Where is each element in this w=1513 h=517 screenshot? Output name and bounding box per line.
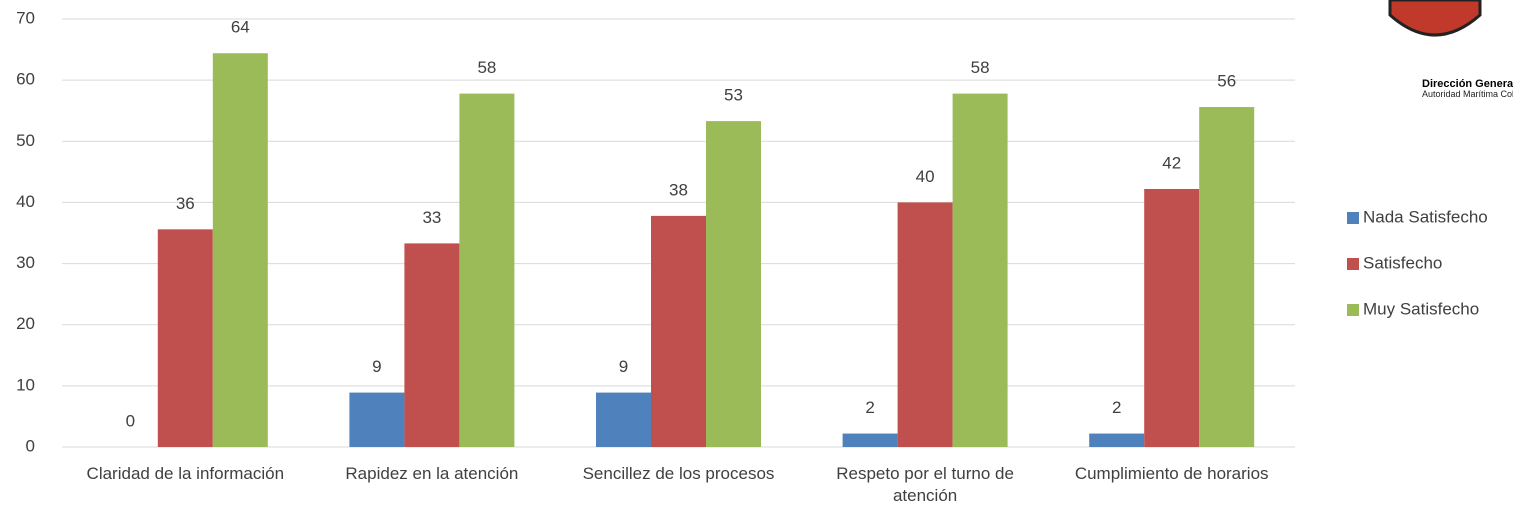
y-tick-label: 50 (16, 131, 35, 150)
x-tick-label: Respeto por el turno de atención (836, 464, 1014, 505)
bar (897, 202, 953, 447)
y-tick-label: 40 (16, 192, 35, 211)
bar (596, 392, 651, 447)
bar (1199, 107, 1255, 447)
data-label: 56 (1217, 72, 1236, 91)
x-tick-label: Sencillez de los procesos (582, 464, 775, 483)
bar (1144, 188, 1200, 447)
data-label: 38 (669, 180, 688, 199)
data-label: 33 (422, 208, 441, 227)
data-label: 58 (971, 58, 990, 77)
data-label: 42 (1162, 153, 1181, 172)
logo-text: Dirección General Mar (1422, 78, 1513, 90)
data-label: 40 (916, 167, 935, 186)
bar (651, 215, 706, 447)
data-label: 2 (1112, 398, 1121, 417)
data-label: 64 (231, 18, 250, 37)
bar (952, 93, 1008, 447)
bar (157, 229, 213, 447)
y-tick-label: 60 (16, 70, 35, 89)
data-label: 0 (126, 411, 135, 430)
bar (349, 392, 405, 447)
data-label: 58 (477, 58, 496, 77)
x-tick-label: Rapidez en la atención (345, 464, 519, 483)
legend-swatch (1347, 212, 1359, 224)
x-tick-label: Cumplimiento de horarios (1074, 464, 1269, 483)
y-tick-label: 0 (26, 436, 35, 455)
x-tick-label: Claridad de la información (86, 464, 285, 483)
legend-swatch (1347, 304, 1359, 316)
bar (1089, 433, 1145, 447)
bar (404, 243, 460, 447)
bar (706, 121, 761, 447)
logo-emblem (1388, 0, 1482, 37)
legend-label: Muy Satisfecho (1363, 299, 1479, 318)
bar (212, 53, 268, 448)
y-tick-label: 30 (16, 253, 35, 272)
data-label: 53 (724, 86, 743, 105)
y-tick-label: 20 (16, 314, 35, 333)
bar (842, 433, 898, 447)
legend-label: Satisfecho (1363, 253, 1442, 272)
data-label: 2 (865, 398, 874, 417)
legend-swatch (1347, 258, 1359, 270)
bar (459, 93, 515, 447)
data-label: 36 (176, 194, 195, 213)
legend-label: Nada Satisfecho (1363, 207, 1488, 226)
y-tick-label: 10 (16, 375, 35, 394)
data-label: 9 (372, 357, 381, 376)
y-tick-label: 70 (16, 8, 35, 27)
data-label: 9 (619, 357, 628, 376)
logo-subtext: Autoridad Marítima Colom (1422, 89, 1513, 99)
